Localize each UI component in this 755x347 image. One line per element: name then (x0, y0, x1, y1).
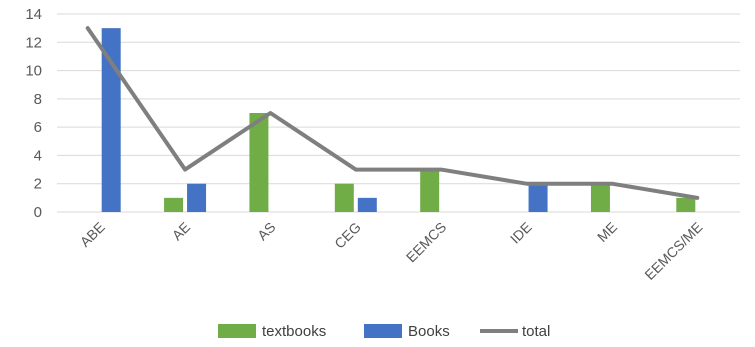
y-tick-label: 6 (34, 119, 42, 136)
x-category-label: CEG (331, 219, 364, 252)
y-axis-tick-labels: 0 2 4 6 8 10 12 14 (25, 6, 42, 221)
x-category-label: AE (169, 219, 194, 244)
legend-label-books: Books (408, 323, 450, 340)
y-tick-label: 8 (34, 91, 42, 108)
x-axis-category-labels: ABE AE AS CEG EEMCS IDE ME EEMCS/ME (77, 219, 706, 283)
legend-label-total: total (522, 323, 550, 340)
legend-swatch-textbooks (218, 324, 256, 338)
bar-textbooks-ceg (334, 183, 354, 212)
legend: textbooks Books total (218, 323, 550, 340)
y-tick-label: 4 (34, 147, 42, 164)
series-line-total (85, 26, 700, 200)
bar-books-ide (528, 183, 548, 212)
bar-textbooks-eemcs-me (676, 197, 696, 212)
y-tick-label: 12 (25, 34, 42, 51)
bar-textbooks-as (249, 113, 269, 212)
x-category-label: EEMCS/ME (641, 219, 705, 283)
x-category-label: AS (254, 219, 279, 244)
bar-books-abe (101, 28, 121, 213)
bars (101, 28, 696, 213)
x-category-label: ME (594, 219, 620, 245)
x-category-label: ABE (77, 219, 108, 250)
legend-swatch-books (364, 324, 402, 338)
bar-textbooks-eemcs (420, 169, 440, 212)
x-category-label: IDE (507, 219, 535, 247)
y-tick-label: 14 (25, 6, 42, 23)
y-tick-label: 0 (34, 204, 42, 221)
gridlines (57, 13, 740, 213)
bar-textbooks-ae (164, 197, 184, 212)
x-category-label: EEMCS (403, 219, 450, 266)
bar-books-ae (187, 183, 207, 212)
y-tick-label: 2 (34, 176, 42, 193)
total-line (85, 26, 700, 200)
bar-books-ceg (357, 197, 377, 212)
y-tick-label: 10 (25, 63, 42, 80)
legend-label-textbooks: textbooks (262, 323, 326, 340)
bar-textbooks-me (590, 183, 610, 212)
